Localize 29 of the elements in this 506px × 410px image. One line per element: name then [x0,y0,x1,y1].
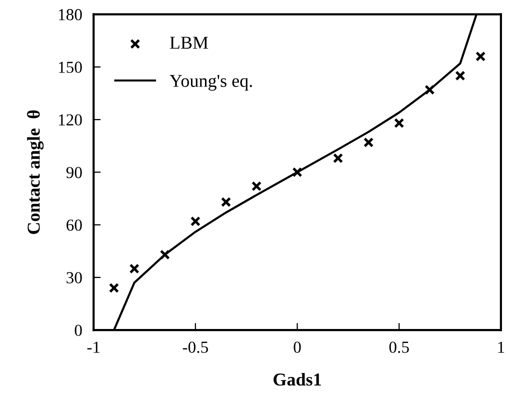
point [251,181,262,192]
point [129,264,140,274]
point [220,196,232,208]
x-tick-label: -1 [87,342,100,353]
y-tick-label: 90 [66,166,82,178]
point [476,51,486,62]
point [160,250,170,260]
y-tick-label: 30 [66,272,82,284]
x-tick-label: -0.5 [182,342,208,353]
x-tick-label: 0 [294,342,301,353]
x-tick-label: 1 [498,342,504,353]
point [108,282,120,294]
y-axis-title: Contact angle θ [27,110,44,234]
legend-label: Young's eq. [170,74,252,91]
y-tick-label: 0 [74,324,82,336]
y-tick-label: 180 [58,9,82,20]
point [364,137,374,148]
point [292,167,302,178]
x-axis-title: Gads1 [274,372,321,386]
point [394,118,404,128]
y-tick-label: 120 [58,114,82,126]
point [332,153,344,164]
legend-label: LBM [170,36,208,49]
y-tick-label: 150 [58,62,82,73]
x-tick-label: 0.5 [389,342,409,353]
point [424,84,435,95]
y-tick-label: 60 [66,220,82,231]
point [190,216,200,226]
point [455,70,466,81]
